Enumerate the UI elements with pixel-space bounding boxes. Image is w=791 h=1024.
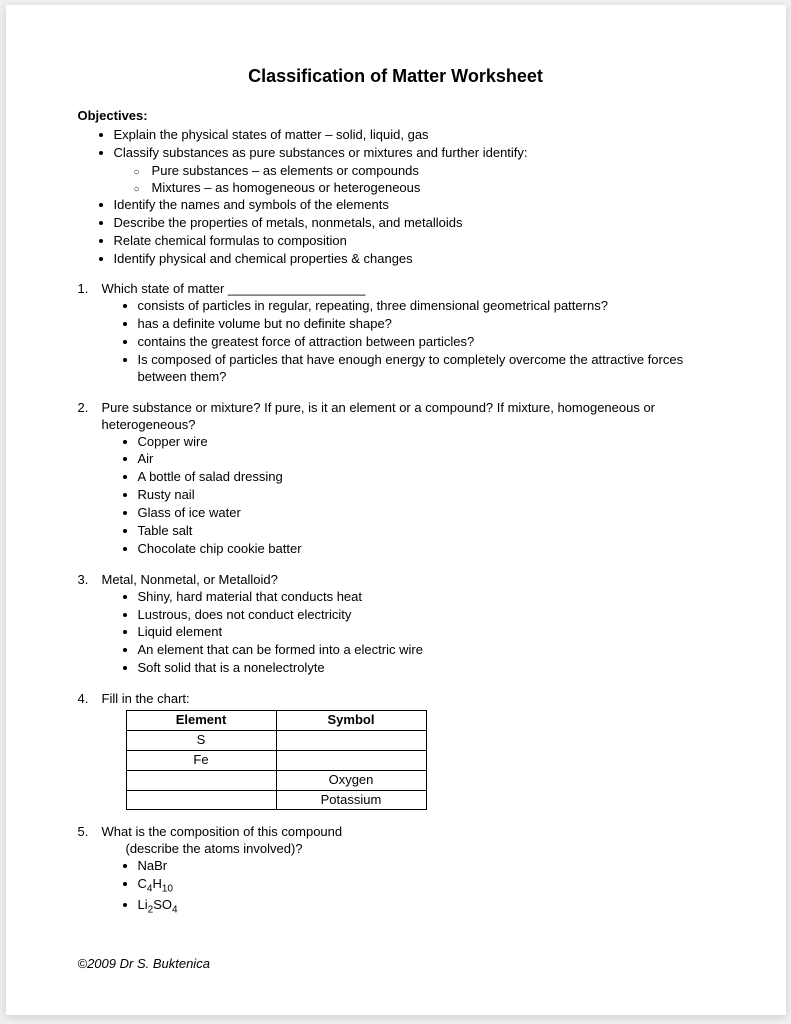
table-cell — [126, 770, 276, 790]
q5-number: 5. — [78, 824, 102, 841]
q2-item: Chocolate chip cookie batter — [138, 541, 714, 558]
q1-item: contains the greatest force of attractio… — [138, 334, 714, 351]
objective-item: Describe the properties of metals, nonme… — [114, 215, 714, 232]
table-cell — [276, 750, 426, 770]
objective-item: Explain the physical states of matter – … — [114, 127, 714, 144]
q3-item: An element that can be formed into a ele… — [138, 642, 714, 659]
copyright-footer: ©2009 Dr S. Buktenica — [78, 956, 210, 973]
q2-item: Glass of ice water — [138, 505, 714, 522]
question-1: 1. Which state of matter _______________… — [78, 281, 714, 385]
q3-number: 3. — [78, 572, 102, 589]
objective-item: Classify substances as pure substances o… — [114, 145, 714, 162]
worksheet-page: Classification of Matter Worksheet Objec… — [6, 5, 786, 1015]
question-4: 4. Fill in the chart: Element Symbol S F… — [78, 691, 714, 810]
q2-text: Pure substance or mixture? If pure, is i… — [102, 400, 714, 434]
table-row: Potassium — [126, 790, 426, 810]
objective-item: Relate chemical formulas to composition — [114, 233, 714, 250]
table-cell: S — [126, 730, 276, 750]
objective-item: Identify the names and symbols of the el… — [114, 197, 714, 214]
q4-number: 4. — [78, 691, 102, 708]
q3-item: Soft solid that is a nonelectrolyte — [138, 660, 714, 677]
objectives-list: Explain the physical states of matter – … — [114, 127, 714, 162]
table-cell — [126, 790, 276, 810]
q1-number: 1. — [78, 281, 102, 298]
q5-item: Li2SO4 — [138, 897, 714, 917]
objectives-heading: Objectives: — [78, 108, 714, 125]
table-cell: Potassium — [276, 790, 426, 810]
q1-item: consists of particles in regular, repeat… — [138, 298, 714, 315]
element-symbol-table: Element Symbol S Fe Oxygen Potassium — [126, 710, 427, 810]
q2-list: Copper wire Air A bottle of salad dressi… — [138, 434, 714, 558]
q3-list: Shiny, hard material that conducts heat … — [138, 589, 714, 677]
question-5: 5. What is the composition of this compo… — [78, 824, 714, 916]
q2-number: 2. — [78, 400, 102, 434]
table-cell: Fe — [126, 750, 276, 770]
table-row: Oxygen — [126, 770, 426, 790]
table-row: S — [126, 730, 426, 750]
q5-item: NaBr — [138, 858, 714, 875]
q3-item: Lustrous, does not conduct electricity — [138, 607, 714, 624]
q2-item: A bottle of salad dressing — [138, 469, 714, 486]
table-cell — [276, 730, 426, 750]
table-cell: Oxygen — [276, 770, 426, 790]
q3-item: Liquid element — [138, 624, 714, 641]
q5-item: C4H10 — [138, 876, 714, 896]
objective-sub-item: Pure substances – as elements or compoun… — [134, 163, 714, 180]
question-2: 2. Pure substance or mixture? If pure, i… — [78, 400, 714, 558]
q1-text: Which state of matter __________________… — [102, 281, 714, 298]
objective-sub-item: Mixtures – as homogeneous or heterogeneo… — [134, 180, 714, 197]
table-header-symbol: Symbol — [276, 711, 426, 731]
table-row: Fe — [126, 750, 426, 770]
page-title: Classification of Matter Worksheet — [78, 65, 714, 88]
table-header-element: Element — [126, 711, 276, 731]
question-3: 3. Metal, Nonmetal, or Metalloid? Shiny,… — [78, 572, 714, 677]
q4-text: Fill in the chart: — [102, 691, 714, 708]
q5-text: What is the composition of this compound — [102, 824, 714, 841]
q5-subtext: (describe the atoms involved)? — [126, 841, 714, 858]
objectives-list-cont: Identify the names and symbols of the el… — [114, 197, 714, 268]
q2-item: Air — [138, 451, 714, 468]
q3-text: Metal, Nonmetal, or Metalloid? — [102, 572, 714, 589]
q2-item: Copper wire — [138, 434, 714, 451]
q2-item: Rusty nail — [138, 487, 714, 504]
q1-list: consists of particles in regular, repeat… — [138, 298, 714, 385]
objectives-sublist: Pure substances – as elements or compoun… — [134, 163, 714, 197]
q3-item: Shiny, hard material that conducts heat — [138, 589, 714, 606]
q2-item: Table salt — [138, 523, 714, 540]
q1-item: has a definite volume but no definite sh… — [138, 316, 714, 333]
q1-item: Is composed of particles that have enoug… — [138, 352, 714, 386]
objective-item: Identify physical and chemical propertie… — [114, 251, 714, 268]
q5-list: NaBr C4H10 Li2SO4 — [138, 858, 714, 916]
